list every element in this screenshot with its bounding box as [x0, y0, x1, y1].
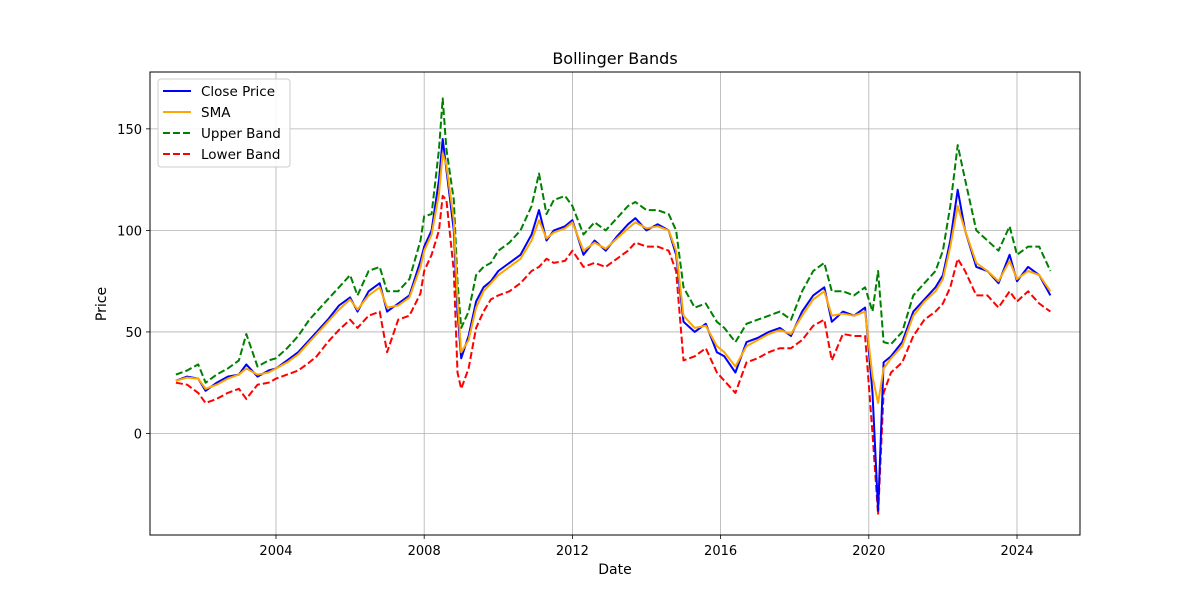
- legend-label: SMA: [201, 105, 231, 121]
- x-tick-label: 2004: [259, 544, 292, 559]
- x-tick-label: 2024: [1000, 544, 1033, 559]
- grid-lines: [150, 72, 1080, 535]
- x-axis-ticks: 2004 2008 2012 2016 2020 2024: [259, 535, 1034, 559]
- plot-series: [175, 97, 1052, 516]
- legend-label: Lower Band: [201, 147, 280, 163]
- legend-box: [157, 78, 291, 168]
- y-tick-label: 150: [117, 123, 142, 138]
- legend-label: Upper Band: [201, 126, 281, 142]
- x-tick-label: 2016: [704, 544, 737, 559]
- legend: Close Price SMA Upper Band Lower Band: [157, 78, 291, 168]
- x-tick-label: 2008: [408, 544, 441, 559]
- series-line-upper-band: [175, 97, 1052, 384]
- chart-title: Bollinger Bands: [552, 49, 677, 68]
- x-tick-label: 2012: [556, 544, 589, 559]
- legend-label: Close Price: [201, 84, 275, 100]
- y-tick-label: 100: [117, 224, 142, 239]
- y-axis-ticks: 0 50 100 150: [117, 123, 150, 442]
- series-line-lower-band: [175, 194, 1051, 516]
- y-axis-label: Price: [94, 287, 110, 321]
- x-tick-label: 2020: [852, 544, 885, 559]
- plot-area-frame: [149, 71, 1081, 536]
- series-line-sma: [175, 152, 1052, 404]
- x-axis-label: Date: [598, 562, 631, 578]
- y-tick-label: 50: [125, 326, 142, 341]
- series-line-close-price: [175, 138, 1052, 512]
- y-tick-label: 0: [134, 427, 142, 442]
